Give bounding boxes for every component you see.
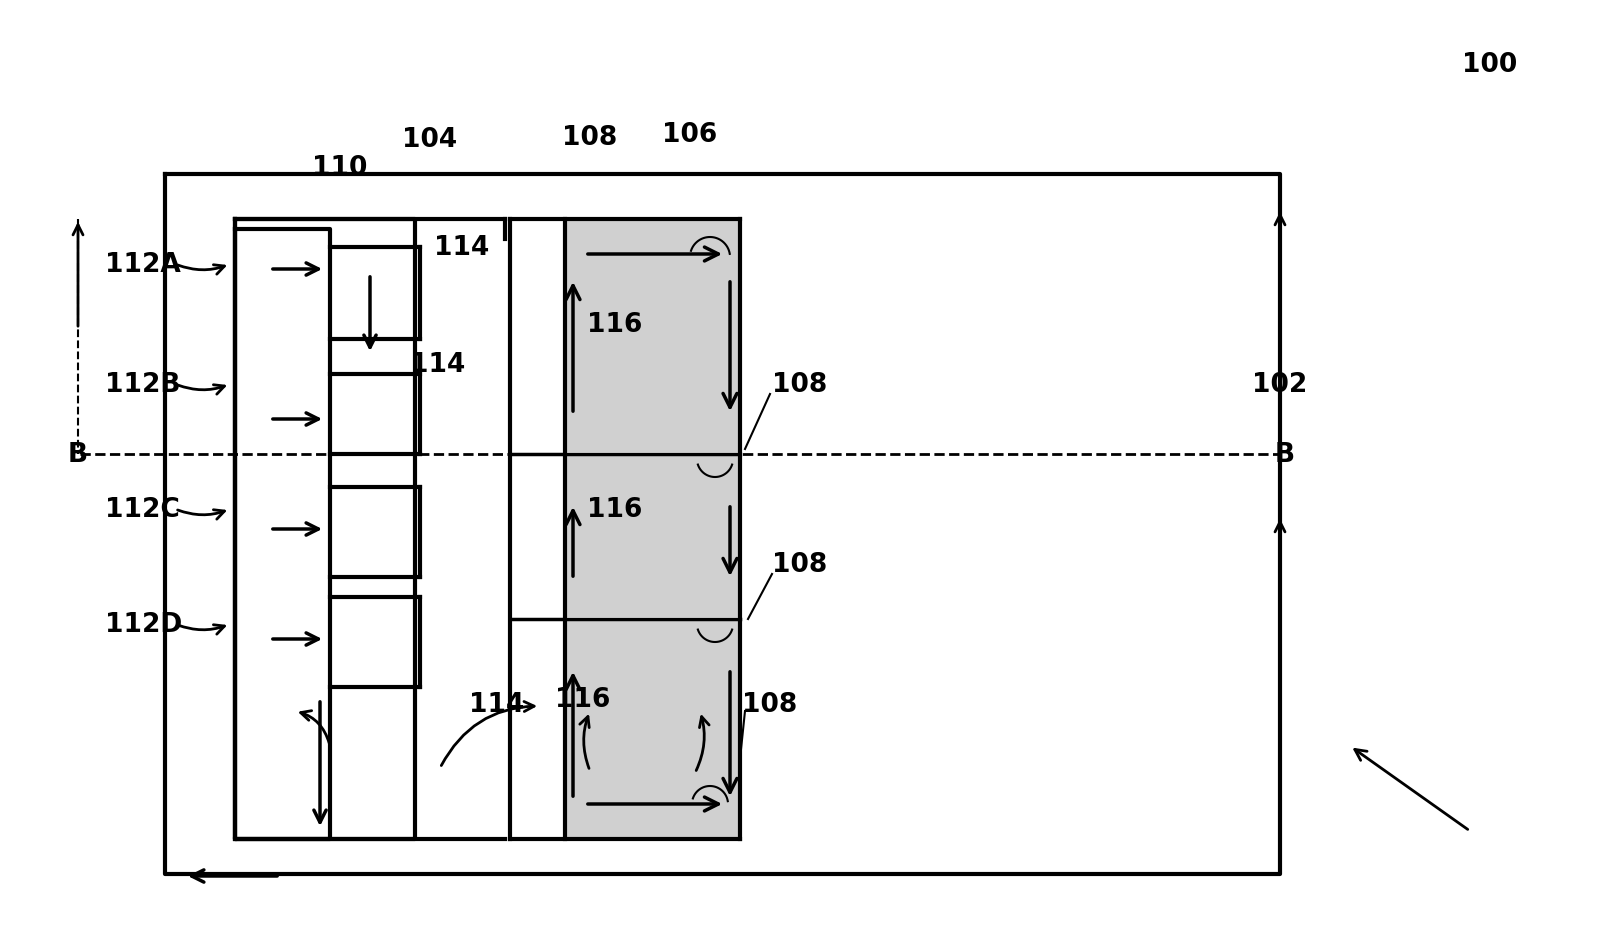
Text: 112A: 112A [106,252,181,278]
Text: B: B [1274,442,1295,467]
Text: 110: 110 [312,154,368,181]
Text: 114: 114 [435,235,489,261]
Text: 108: 108 [563,124,617,151]
Text: 116: 116 [555,686,611,712]
Text: 116: 116 [587,496,643,522]
Text: B: B [67,442,88,467]
Bar [568,622,739,837]
Text: 112B: 112B [106,372,181,398]
Text: 108: 108 [742,692,798,717]
Text: 106: 106 [662,122,718,148]
Text: 108: 108 [772,372,828,398]
Text: 112D: 112D [106,611,182,637]
Text: 112C: 112C [106,496,179,522]
Bar [568,457,739,618]
Text: 114: 114 [470,692,524,717]
Text: 108: 108 [772,551,828,578]
Bar [568,222,739,452]
Text: 114: 114 [411,352,465,377]
Text: 116: 116 [587,312,643,338]
Text: 104: 104 [403,127,457,153]
Text: 102: 102 [1252,372,1308,398]
Text: 100: 100 [1463,51,1517,78]
